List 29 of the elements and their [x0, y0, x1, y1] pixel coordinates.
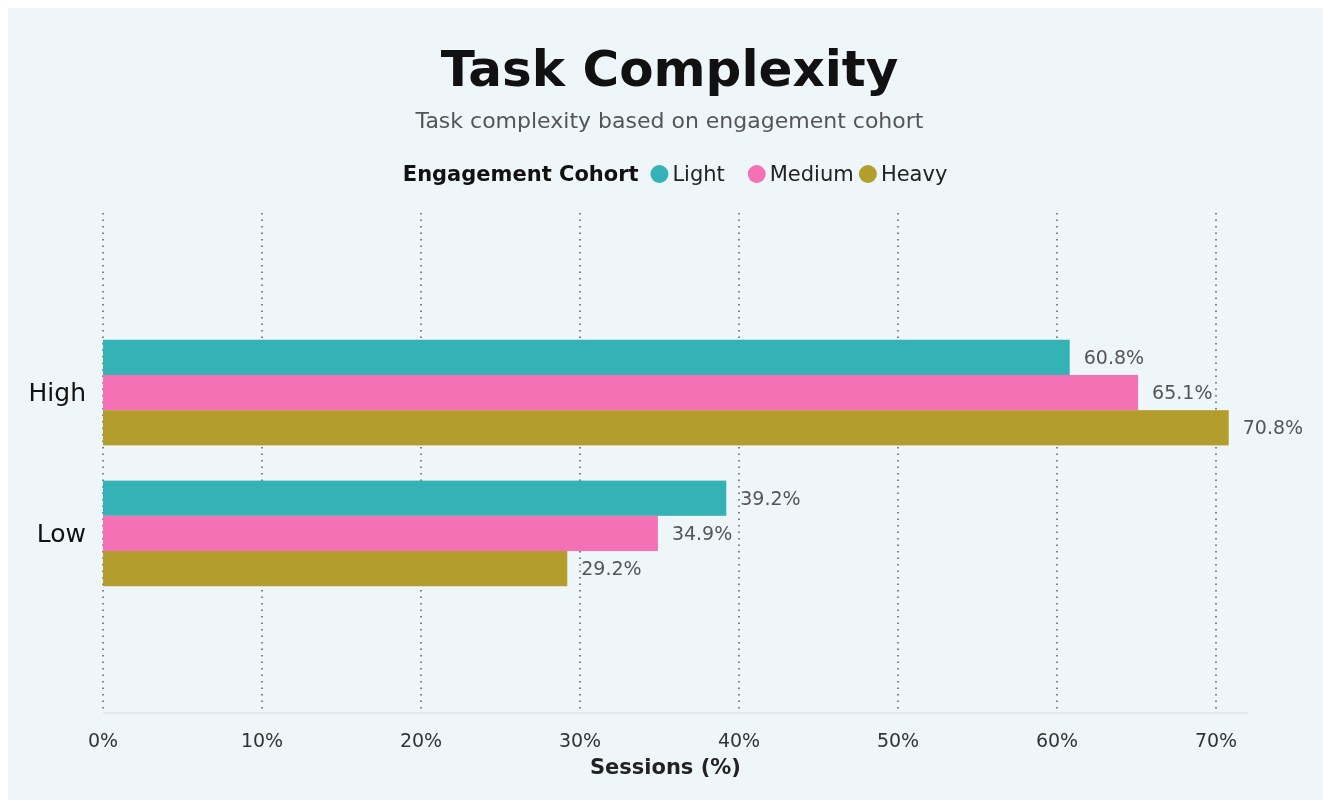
- bar: [103, 339, 1070, 375]
- bar: [103, 515, 658, 552]
- x-axis-title: Sessions (%): [589, 755, 741, 779]
- x-tick-label: 0%: [87, 728, 119, 751]
- legend-label: Medium: [769, 162, 854, 187]
- legend-label: Light: [672, 162, 725, 187]
- x-tick-label: 60%: [1035, 728, 1079, 751]
- y-tick-label: Low: [36, 519, 86, 549]
- y-tick-label: High: [28, 378, 86, 408]
- data-label: 60.8%: [1083, 346, 1145, 369]
- data-label: 65.1%: [1152, 381, 1213, 404]
- data-label: 29.2%: [581, 557, 642, 580]
- x-tick-label: 50%: [876, 728, 920, 751]
- data-label: 34.9%: [671, 522, 733, 545]
- x-tick-label: 30%: [558, 728, 602, 751]
- bar: [103, 551, 568, 587]
- x-tick-label: 40%: [717, 728, 761, 751]
- data-label: 70.8%: [1242, 416, 1304, 439]
- chart-title: Task Complexity: [440, 40, 899, 98]
- legend-label: Heavy: [880, 162, 948, 187]
- data-label: 39.2%: [740, 486, 801, 509]
- x-tick-label: 10%: [240, 728, 284, 751]
- chart-subtitle: Task complexity based on engagement cohort: [414, 108, 924, 133]
- bar: [103, 410, 1229, 446]
- x-tick-label: 20%: [399, 728, 443, 751]
- x-tick-label: 70%: [1194, 728, 1238, 751]
- bar: [103, 374, 1139, 411]
- bar: [103, 480, 727, 516]
- legend-title: Engagement Cohort: [402, 162, 639, 187]
